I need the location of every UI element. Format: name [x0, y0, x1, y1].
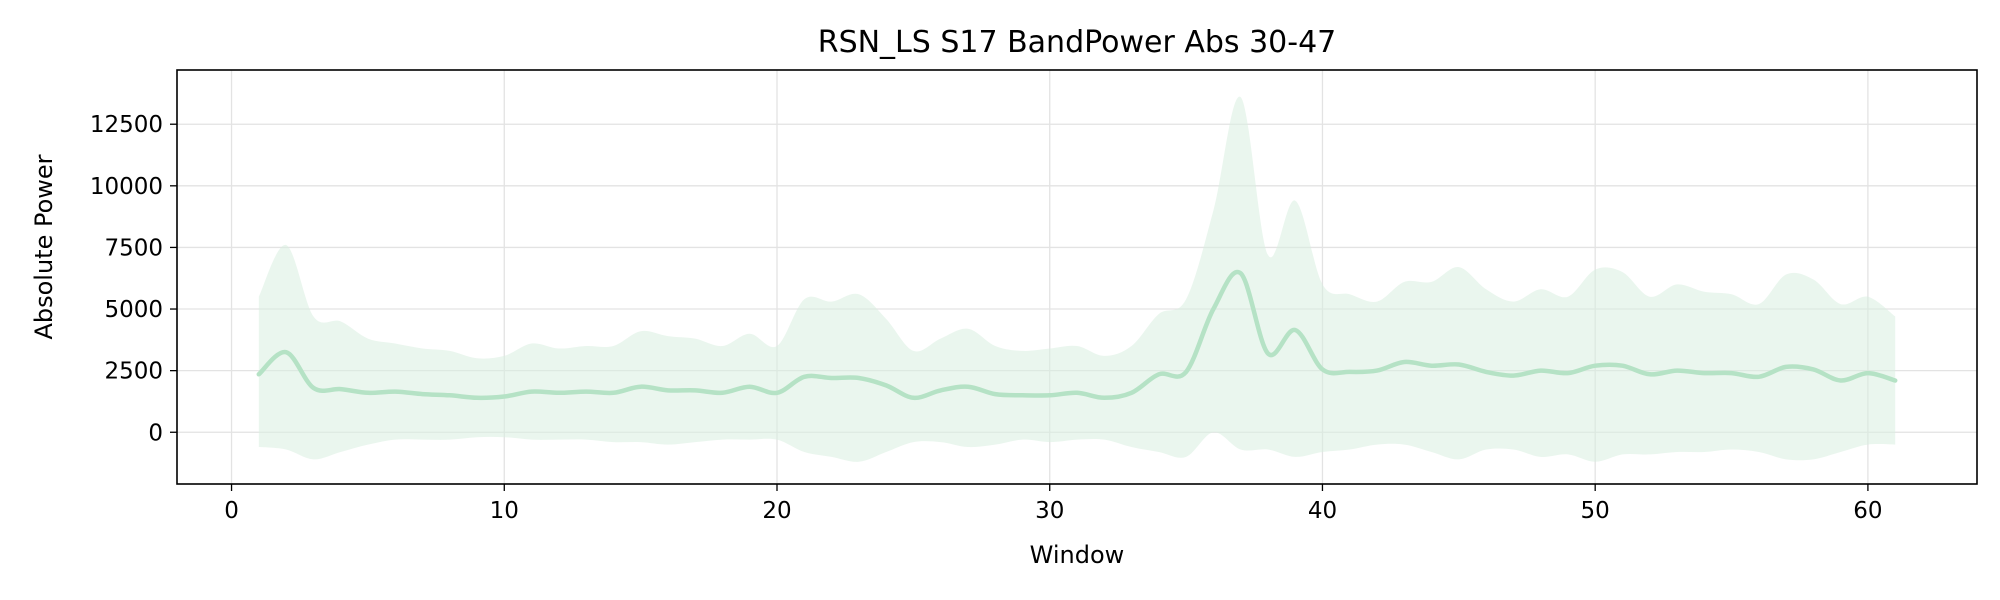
- x-axis-label: Window: [1030, 541, 1125, 569]
- x-tick-label: 60: [1853, 498, 1882, 524]
- x-tick-label: 0: [224, 498, 239, 524]
- y-tick-label: 7500: [104, 235, 163, 261]
- y-axis-label: Absolute Power: [30, 154, 58, 339]
- series-line-layer: [256, 269, 1898, 401]
- x-axis-ticks: 0 10 20 30 40 50 60: [224, 484, 1883, 524]
- x-tick-label: 30: [1035, 498, 1064, 524]
- y-tick-label: 5000: [104, 297, 163, 323]
- y-tick-label: 0: [148, 420, 163, 446]
- x-tick-label: 40: [1308, 498, 1337, 524]
- y-tick-label: 12500: [90, 112, 163, 138]
- mean-line: [256, 269, 1898, 401]
- x-tick-label: 50: [1581, 498, 1610, 524]
- y-tick-label: 2500: [104, 359, 163, 385]
- x-tick-label: 20: [762, 498, 791, 524]
- y-axis-ticks: 0 2500 5000 7500 10000 12500: [90, 112, 177, 446]
- y-tick-label: 10000: [90, 174, 163, 200]
- chart-title: RSN_LS S17 BandPower Abs 30-47: [818, 25, 1337, 60]
- plot-frame: [176, 69, 1978, 485]
- x-tick-label: 10: [490, 498, 519, 524]
